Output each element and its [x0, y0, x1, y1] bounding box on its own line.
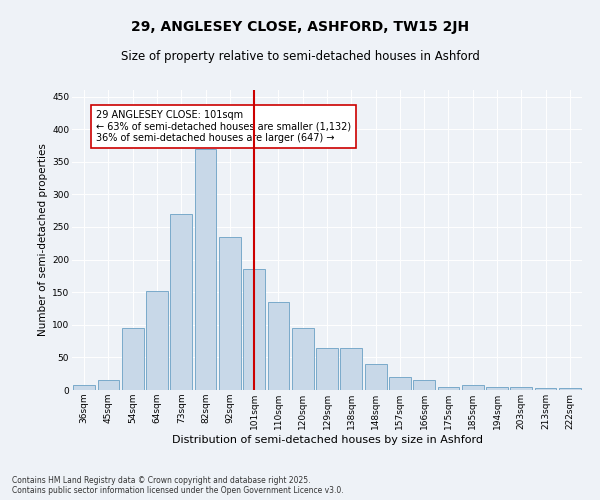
X-axis label: Distribution of semi-detached houses by size in Ashford: Distribution of semi-detached houses by …	[172, 434, 482, 444]
Text: Contains HM Land Registry data © Crown copyright and database right 2025.
Contai: Contains HM Land Registry data © Crown c…	[12, 476, 344, 495]
Y-axis label: Number of semi-detached properties: Number of semi-detached properties	[38, 144, 48, 336]
Bar	[146, 291, 168, 390]
Bar	[462, 385, 484, 390]
Text: 29 ANGLESEY CLOSE: 101sqm
← 63% of semi-detached houses are smaller (1,132)
36% : 29 ANGLESEY CLOSE: 101sqm ← 63% of semi-…	[96, 110, 352, 143]
Bar	[535, 388, 556, 390]
Bar	[389, 377, 411, 390]
Bar	[437, 386, 460, 390]
Bar	[219, 236, 241, 390]
Bar	[511, 386, 532, 390]
Text: 29, ANGLESEY CLOSE, ASHFORD, TW15 2JH: 29, ANGLESEY CLOSE, ASHFORD, TW15 2JH	[131, 20, 469, 34]
Bar	[486, 386, 508, 390]
Bar	[268, 302, 289, 390]
Bar	[122, 328, 143, 390]
Bar	[316, 348, 338, 390]
Bar	[170, 214, 192, 390]
Bar	[194, 148, 217, 390]
Bar	[292, 328, 314, 390]
Bar	[97, 380, 119, 390]
Bar	[73, 385, 95, 390]
Text: Size of property relative to semi-detached houses in Ashford: Size of property relative to semi-detach…	[121, 50, 479, 63]
Bar	[413, 380, 435, 390]
Bar	[365, 364, 386, 390]
Bar	[340, 348, 362, 390]
Bar	[243, 270, 265, 390]
Bar	[559, 388, 581, 390]
